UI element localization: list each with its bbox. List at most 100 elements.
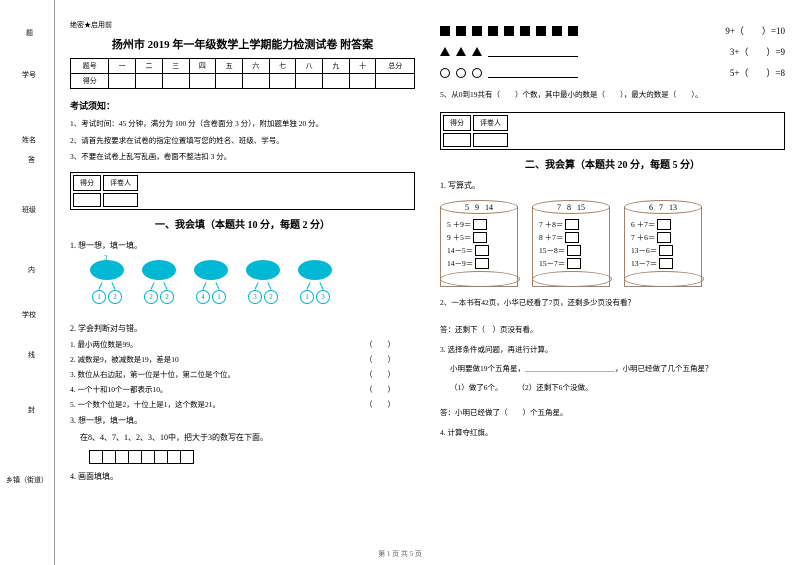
spine-label: 学校 bbox=[22, 310, 36, 320]
cyl-body: 5 ＋9＝ 9 ＋5＝ 14－5＝ 14－9＝ bbox=[440, 207, 518, 287]
left-column: 绝密★启用前 扬州市 2019 年一年级数学上学期能力检测试卷 附答案 题号 一… bbox=[70, 20, 415, 555]
spine-label: 姓名 bbox=[22, 135, 36, 145]
paren: （ ） bbox=[365, 369, 395, 380]
notice-item: 2、请首先按要求在试卷的指定位置填写您的姓名、班级、学号。 bbox=[70, 136, 415, 147]
td: 得分 bbox=[71, 74, 109, 89]
options: （1）做了6个。 （2）还剩下6个没做。 bbox=[440, 382, 785, 393]
shape-row: 3+（ ）=9 bbox=[440, 45, 785, 58]
answer: 答：小明已经做了（ ）个五角星。 bbox=[440, 407, 785, 418]
cyl-body: 7 ＋8＝ 8 ＋7＝ 15－8＝ 15－7＝ bbox=[532, 207, 610, 287]
paren: （ ） bbox=[365, 384, 395, 395]
th: 总分 bbox=[376, 59, 415, 74]
calc-row: 15－8＝ bbox=[539, 245, 609, 256]
circle: 2 bbox=[160, 290, 174, 304]
calc-row: 6 ＋7＝ bbox=[631, 219, 701, 230]
spine-label: 乡镇（街道） bbox=[6, 475, 48, 485]
cyl-top: 5914 bbox=[440, 200, 518, 214]
notice-item: 3、不要在试卷上乱写乱画，卷面不整洁扣 3 分。 bbox=[70, 152, 415, 163]
cyl-top: 6713 bbox=[624, 200, 702, 214]
circle: 3 bbox=[316, 290, 330, 304]
score-box: 得分评卷人 bbox=[70, 172, 415, 210]
answer-grid bbox=[90, 450, 415, 464]
th: 八 bbox=[296, 59, 323, 74]
score-table: 题号 一 二 三 四 五 六 七 八 九 十 总分 得分 bbox=[70, 58, 415, 89]
oval-group: 41 bbox=[194, 260, 228, 304]
paren: （ ） bbox=[365, 339, 395, 350]
tf-text: 5. 一个数个位是2，十位上是1，这个数是21。 bbox=[70, 399, 220, 410]
exam-title: 扬州市 2019 年一年级数学上学期能力检测试卷 附答案 bbox=[70, 36, 415, 52]
oval-icon bbox=[298, 260, 332, 280]
oval-group: 12 bbox=[90, 260, 124, 304]
secret-label: 绝密★启用前 bbox=[70, 20, 415, 30]
circle: 1 bbox=[300, 290, 314, 304]
question: 2. 学会判断对与错。 bbox=[70, 323, 415, 334]
spine-label: 学号 bbox=[22, 70, 36, 80]
cylinder: 6713 6 ＋7＝ 7 ＋6＝ 13－6＝ 13－7＝ bbox=[624, 200, 702, 287]
circle: 1 bbox=[92, 290, 106, 304]
question: 2、一本书有42页，小华已经看了7页，还剩多少页没有看？ bbox=[440, 297, 785, 308]
th: 十 bbox=[349, 59, 376, 74]
circle: 2 bbox=[144, 290, 158, 304]
th: 题号 bbox=[71, 59, 109, 74]
oval-icon bbox=[142, 260, 176, 280]
tf-item: 2. 减数是9，被减数是19，差是10（ ） bbox=[70, 354, 415, 365]
spine-label: 线 bbox=[28, 350, 35, 360]
th: 九 bbox=[323, 59, 350, 74]
tf-item: 5. 一个数个位是2，十位上是1，这个数是21。 （ ） bbox=[70, 399, 415, 410]
table-row: 题号 一 二 三 四 五 六 七 八 九 十 总分 bbox=[71, 59, 415, 74]
oval-num: 3 bbox=[104, 254, 449, 262]
tf-item: 4. 一个十和10个一都表示10。 （ ） bbox=[70, 384, 415, 395]
cylinder: 5914 5 ＋9＝ 9 ＋5＝ 14－5＝ 14－9＝ bbox=[440, 200, 518, 287]
answer: 答：还剩下（ ）页没有看。 bbox=[440, 324, 785, 335]
td: 评卷人 bbox=[103, 175, 138, 191]
cylinder: 7815 7 ＋8＝ 8 ＋7＝ 15－8＝ 15－7＝ bbox=[532, 200, 610, 287]
calc-row: 9 ＋5＝ bbox=[447, 232, 517, 243]
circle: 2 bbox=[108, 290, 122, 304]
question: 3. 想一想，填一填。 bbox=[70, 415, 415, 426]
main-content: 绝密★启用前 扬州市 2019 年一年级数学上学期能力检测试卷 附答案 题号 一… bbox=[55, 0, 800, 565]
td: 得分 bbox=[443, 115, 471, 131]
circle: 3 bbox=[248, 290, 262, 304]
cylinder-row: 5914 5 ＋9＝ 9 ＋5＝ 14－5＝ 14－9＝ 7815 7 ＋8＝ … bbox=[440, 200, 785, 287]
question: 1. 想一想，填一填。 bbox=[70, 240, 415, 251]
calc-row: 13－6＝ bbox=[631, 245, 701, 256]
th: 四 bbox=[189, 59, 216, 74]
triangle-icon bbox=[440, 47, 450, 56]
shape-row: 5+（ ）=8 bbox=[440, 66, 785, 79]
binding-spine: 题 学号 姓名 答 班级 内 学校 线 封 乡镇（街道） bbox=[0, 0, 55, 565]
shape-row: 9+（ ）=10 bbox=[440, 24, 785, 37]
tf-text: 3. 数位从右边起，第一位是十位，第二位是个位。 bbox=[70, 369, 235, 380]
spine-label: 答 bbox=[28, 155, 35, 165]
calc-row: 15－7＝ bbox=[539, 258, 609, 269]
tf-text: 4. 一个十和10个一都表示10。 bbox=[70, 384, 168, 395]
th: 二 bbox=[136, 59, 163, 74]
oval-icon bbox=[194, 260, 228, 280]
square-icon bbox=[440, 26, 450, 36]
blank-line bbox=[488, 47, 578, 57]
th: 七 bbox=[269, 59, 296, 74]
th: 五 bbox=[216, 59, 243, 74]
calc-row: 8 ＋7＝ bbox=[539, 232, 609, 243]
calc-row: 13－7＝ bbox=[631, 258, 701, 269]
notice-item: 1、考试时间：45 分钟，满分为 100 分（含卷面分 3 分），附加题单独 2… bbox=[70, 119, 415, 130]
question-text: 在8、4、7、1、2、3、10中，把大于3的数写在下面。 bbox=[70, 432, 415, 443]
td: 评卷人 bbox=[473, 115, 508, 131]
question: 4. 画面填填。 bbox=[70, 471, 415, 482]
right-column: 9+（ ）=10 3+（ ）=9 5+（ ）=8 5、从0到19共有（ ）个数，… bbox=[440, 20, 785, 555]
oval-icon bbox=[90, 260, 124, 280]
calc-row: 14－9＝ bbox=[447, 258, 517, 269]
cyl-body: 6 ＋7＝ 7 ＋6＝ 13－6＝ 13－7＝ bbox=[624, 207, 702, 287]
section-title: 二、我会算（本题共 20 分，每题 5 分） bbox=[440, 156, 785, 171]
question: 1. 写算式。 bbox=[440, 180, 785, 191]
question: 5、从0到19共有（ ）个数，其中最小的数是（ ），最大的数是（ ）。 bbox=[440, 89, 785, 100]
score-box: 得分评卷人 bbox=[440, 112, 785, 150]
spine-label: 封 bbox=[28, 405, 35, 415]
calc-row: 14－5＝ bbox=[447, 245, 517, 256]
th: 三 bbox=[162, 59, 189, 74]
td: 得分 bbox=[73, 175, 101, 191]
paren: （ ） bbox=[365, 399, 395, 410]
blank-line bbox=[488, 68, 578, 78]
notice-title: 考试须知： bbox=[70, 99, 415, 112]
equation: 3+（ ）=9 bbox=[730, 45, 785, 58]
calc-row: 7 ＋8＝ bbox=[539, 219, 609, 230]
